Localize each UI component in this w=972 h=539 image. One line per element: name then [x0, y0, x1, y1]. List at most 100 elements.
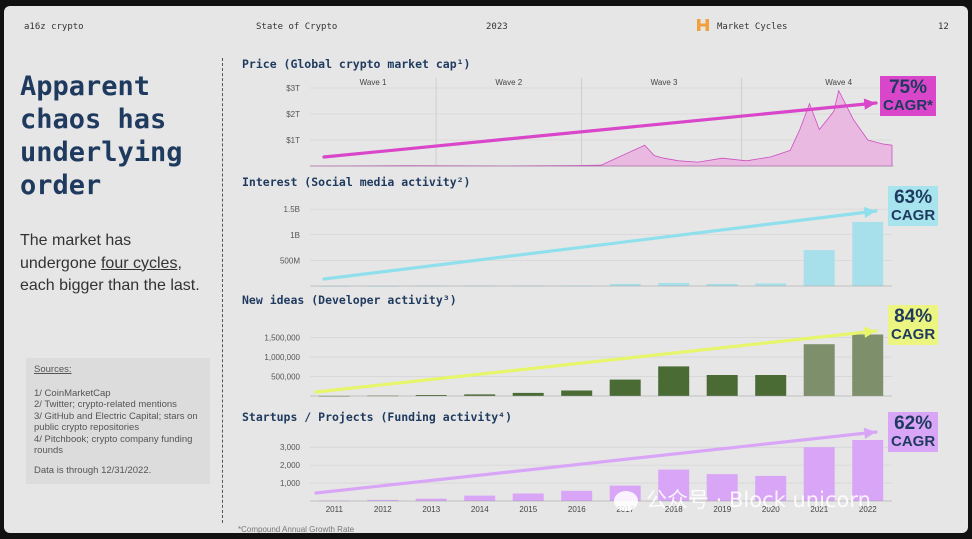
bar	[658, 282, 690, 286]
x-tick-label: 2016	[568, 505, 586, 514]
x-tick-label: 2014	[471, 505, 489, 514]
price-trend-arrow	[322, 101, 878, 159]
interest-trend-arrow	[322, 209, 878, 281]
x-tick-label: 2019	[713, 505, 731, 514]
x-tick-label: 2020	[762, 505, 780, 514]
bar	[706, 474, 738, 501]
y-tick-label: 1,000,000	[264, 353, 300, 362]
x-tick-label: 2022	[859, 505, 877, 514]
price-cagr-value: 75%	[888, 77, 928, 98]
bar	[561, 390, 593, 396]
description-text-1: The market has undergone	[20, 232, 132, 272]
bar	[755, 475, 787, 501]
y-tick-label: 1B	[290, 231, 300, 240]
bar	[609, 283, 641, 286]
source-item: 4/ Pitchbook; crypto company funding rou…	[34, 433, 193, 457]
ideas-cagr-label: CAGR	[891, 325, 936, 343]
column-divider	[222, 58, 223, 523]
bar	[609, 379, 641, 396]
price-area	[309, 89, 893, 167]
bar	[755, 375, 787, 396]
x-tick-label: 2018	[665, 505, 683, 514]
slide-description: The market has undergone four cycles, ea…	[20, 230, 200, 298]
y-tick-label: 1.5B	[284, 205, 300, 214]
section-label: Market Cycles	[717, 22, 788, 32]
interest-trend-arrow-head	[863, 206, 876, 218]
ideas-trend-arrow-head	[863, 326, 876, 338]
y-tick-label: 500,000	[271, 373, 300, 382]
description-link-four-cycles: four cycles	[100, 254, 178, 272]
cagr-footnote: *Compound Annual Growth Rate	[238, 525, 355, 533]
interest-cagr-badge: 63% CAGR	[888, 186, 939, 226]
bar	[658, 366, 690, 396]
description-text-2: , each bigger than the last.	[20, 254, 200, 295]
bar	[415, 498, 447, 501]
interest-cagr-value: 63%	[894, 187, 933, 208]
bar	[706, 283, 738, 286]
bar	[803, 250, 835, 286]
market-cycles-logo-icon	[697, 19, 709, 31]
price-cagr-badge: 75% CAGR*	[880, 76, 937, 116]
x-tick-label: 2013	[422, 505, 440, 514]
y-tick-label: $1T	[286, 136, 300, 145]
x-tick-label: 2011	[326, 505, 344, 514]
y-tick-label: $2T	[286, 110, 300, 119]
bar	[852, 221, 884, 286]
bar	[415, 395, 447, 396]
sources-heading: Sources:	[34, 364, 72, 375]
source-item: 3/ GitHub and Electric Capital; stars on…	[34, 410, 198, 434]
funding-cagr-badge: 62% CAGR	[888, 412, 939, 452]
sources-box: Sources: 1/ CoinMarketCap 2/ Twitter; cr…	[26, 358, 210, 484]
funding-chart-title: Startups / Projects (Funding activity⁴)	[242, 410, 513, 424]
y-tick-label: 500M	[280, 256, 300, 265]
y-tick-label: $3T	[286, 84, 300, 93]
source-item: 1/ CoinMarketCap	[34, 387, 111, 399]
price-cagr-label: CAGR*	[883, 96, 934, 114]
brand-label: a16z crypto	[24, 22, 84, 32]
source-item: 2/ Twitter; crypto-related mentions	[34, 399, 177, 410]
x-tick-label: 2012	[374, 505, 392, 514]
x-tick-label: 2015	[519, 505, 537, 514]
wave-label: Wave 1	[360, 78, 387, 87]
y-tick-label: 3,000	[280, 443, 301, 452]
ideas-cagr-value: 84%	[894, 306, 933, 327]
price-trend-arrow-head	[863, 98, 876, 110]
interest-chart-title: Interest (Social media activity²)	[242, 175, 471, 189]
ideas-cagr-badge: 84% CAGR	[888, 305, 939, 345]
bar	[803, 447, 835, 501]
bar	[803, 344, 835, 396]
bar	[561, 490, 593, 501]
funding-trend-arrow	[314, 430, 878, 495]
charts-canvas: $1T $2T $3T Wave 1 Wave 2 Wave 3 Wave 4 500M 1B 1…	[264, 78, 894, 514]
funding-trend-arrow-head	[863, 427, 876, 439]
watermark: 公众号 · Block unicorn	[614, 484, 871, 514]
bar	[706, 375, 738, 396]
x-tick-label: 2021	[810, 505, 828, 514]
y-tick-label: 1,500,000	[264, 334, 300, 343]
page-number: 12	[938, 22, 949, 32]
bar	[367, 499, 399, 501]
wechat-icon	[614, 491, 638, 511]
watermark-text: 公众号 · Block unicorn	[646, 488, 871, 512]
data-through-note: Data is through 12/31/2022.	[34, 464, 152, 476]
year-label: 2023	[486, 22, 508, 32]
bar	[512, 392, 544, 396]
ideas-chart-title: New ideas (Developer activity³)	[242, 293, 457, 307]
bar	[464, 495, 496, 501]
wave-label: Wave 2	[495, 78, 522, 87]
bar	[464, 394, 496, 396]
y-tick-label: 1,000	[280, 479, 301, 488]
bar	[755, 283, 787, 286]
bar	[852, 440, 884, 501]
wave-label: Wave 3	[651, 78, 678, 87]
bar	[512, 493, 544, 501]
bar	[658, 469, 690, 501]
report-label: State of Crypto	[256, 22, 338, 32]
funding-cagr-value: 62%	[894, 413, 933, 434]
interest-cagr-label: CAGR	[891, 206, 936, 224]
price-chart-title: Price (Global crypto market cap¹)	[242, 57, 471, 71]
wave-label: Wave 4	[825, 78, 852, 87]
bar	[852, 334, 884, 396]
ideas-trend-arrow	[314, 329, 878, 394]
slide-title: Apparent chaos has underlying order	[20, 71, 183, 201]
